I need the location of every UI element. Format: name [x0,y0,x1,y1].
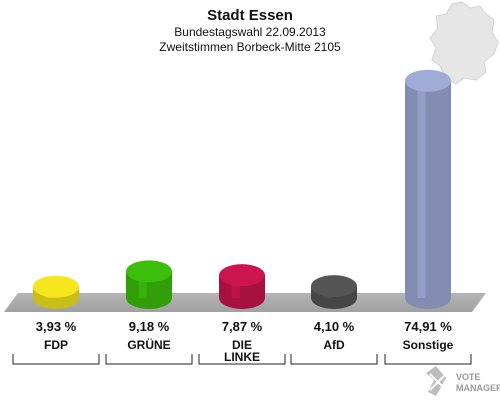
value-label: 74,91 % [404,319,452,334]
bar-top [311,275,357,298]
value-label: 9,18 % [129,319,170,334]
bar-2 [219,264,265,309]
category-bracket [198,354,286,365]
chart-subtitle-election: Bundestagswahl 22.09.2013 [174,25,326,39]
bar-highlight [138,271,147,298]
logo-text-vote: VOTE [456,372,481,382]
bar-3 [311,275,357,309]
bar-0 [33,275,79,309]
value-label: 4,10 % [314,319,355,334]
bar-highlight [231,275,240,298]
category-label: GRÜNE [127,337,170,352]
vote-manager-logo: VOTE MANAGER [426,366,500,396]
category-label: LINKE [224,350,260,364]
chart-subtitle-district: Zweitstimmen Borbeck-Mitte 2105 [159,40,341,54]
bar-top [126,260,172,283]
bar-4 [405,69,451,309]
bar-top [219,264,265,287]
bar-highlight [417,80,426,298]
bar-top [405,69,451,92]
category-bracket [290,354,378,365]
category-label: FDP [44,338,68,352]
value-label: 7,87 % [222,319,263,334]
logo-text-manager: MANAGER [456,383,500,393]
germany-map-icon [429,1,499,85]
bar-top [33,275,79,298]
category-bracket [105,354,193,365]
category-label: DIE [232,338,252,352]
category-bracket [384,354,472,365]
bars-group [33,69,451,309]
bar-body [405,80,451,309]
chart-title: Stadt Essen [207,7,293,24]
category-label: Sonstige [403,338,454,352]
bar-1 [126,260,172,309]
category-label: AfD [323,338,345,352]
value-label: 3,93 % [36,319,77,334]
category-bracket [12,354,100,365]
